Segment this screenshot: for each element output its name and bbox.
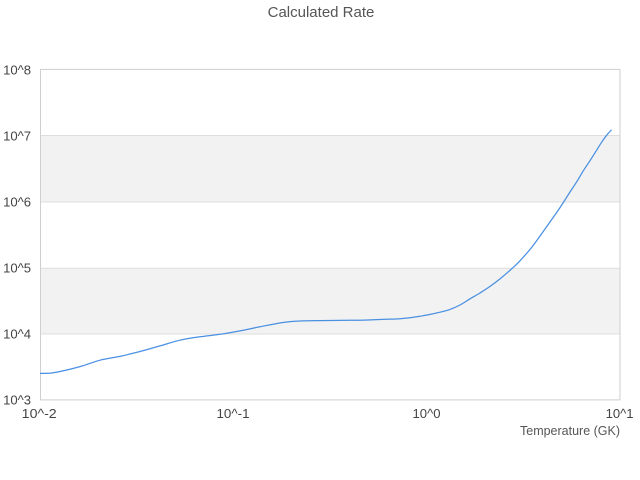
svg-text:10^7: 10^7 xyxy=(3,128,31,143)
svg-text:Calculated Rate: Calculated Rate xyxy=(268,4,375,21)
svg-text:10^3: 10^3 xyxy=(3,392,31,407)
svg-text:10^-2: 10^-2 xyxy=(22,406,57,421)
svg-text:10^8: 10^8 xyxy=(3,62,31,77)
svg-text:10^1: 10^1 xyxy=(606,406,634,421)
svg-text:10^4: 10^4 xyxy=(3,326,31,341)
svg-text:10^0: 10^0 xyxy=(413,406,441,421)
svg-text:10^5: 10^5 xyxy=(3,260,31,275)
svg-text:10^-1: 10^-1 xyxy=(217,406,250,421)
svg-text:10^6: 10^6 xyxy=(3,194,31,209)
svg-text:Temperature (GK): Temperature (GK) xyxy=(520,424,620,438)
